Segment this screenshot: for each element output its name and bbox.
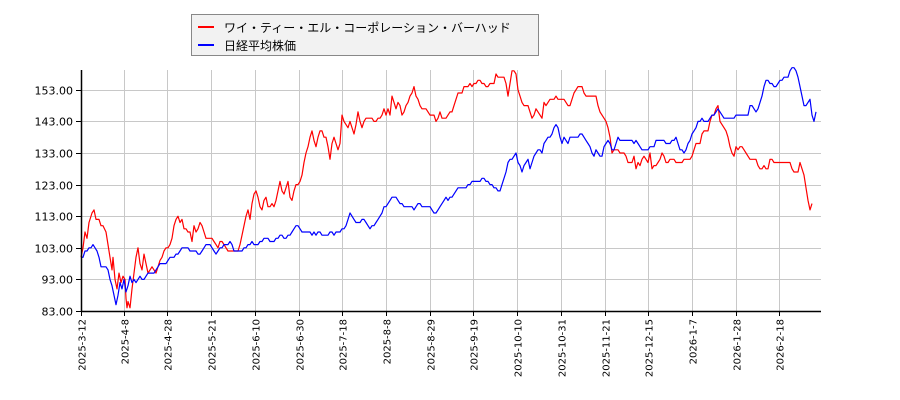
y-tick-label: 113.00	[35, 211, 74, 224]
x-axis-ticks: 2025-3-12 2025-4-8 2025-4-28 2025-5-21 2025-…	[78, 311, 787, 377]
x-tick-label: 2026-1-7	[689, 319, 700, 364]
y-axis-ticks: 83.00 93.00 103.00 113.00 123.00 133.00 143.00…	[35, 85, 81, 319]
x-tick-label: 2025-5-21	[208, 319, 219, 371]
x-tick-label: 2025-10-10	[514, 319, 525, 377]
x-tick-label: 2025-11-21	[602, 319, 613, 377]
axes	[80, 70, 821, 313]
y-tick-label: 103.00	[35, 243, 74, 256]
x-tick-label: 2025-4-28	[164, 319, 175, 371]
legend-label-nikkei: 日経平均株価	[224, 38, 297, 53]
legend-swatch-red-line-icon	[198, 26, 214, 28]
chart-legend: ワイ・ティー・エル・コーポレーション・バーハッド 日経平均株価	[191, 14, 539, 56]
data-series	[80, 67, 817, 309]
gridlines	[81, 70, 821, 311]
x-tick-label: 2025-4-8	[121, 319, 132, 364]
x-tick-label: 2026-1-28	[733, 319, 744, 371]
x-tick-label: 2025-12-15	[645, 319, 656, 377]
y-tick-label: 93.00	[42, 274, 74, 287]
legend-item-ytl: ワイ・ティー・エル・コーポレーション・バーハッド	[198, 18, 511, 36]
y-tick-label: 133.00	[35, 148, 74, 161]
y-tick-label: 153.00	[35, 85, 74, 98]
x-tick-label: 2026-2-18	[776, 319, 787, 371]
legend-swatch-blue-line-icon	[198, 44, 214, 46]
series-line-nikkei	[81, 67, 817, 306]
y-tick-label: 83.00	[42, 306, 74, 319]
legend-label-ytl: ワイ・ティー・エル・コーポレーション・バーハッド	[224, 20, 511, 35]
x-tick-label: 2025-9-19	[470, 319, 481, 371]
x-tick-label: 2025-3-12	[78, 319, 89, 371]
series-line-ytl	[80, 70, 813, 309]
x-tick-label: 2025-10-31	[558, 319, 569, 377]
y-tick-label: 143.00	[35, 116, 74, 129]
legend-item-nikkei: 日経平均株価	[198, 36, 296, 54]
y-tick-label: 123.00	[35, 180, 74, 193]
x-tick-label: 2025-8-8	[383, 319, 394, 364]
x-tick-label: 2025-8-29	[427, 319, 438, 371]
x-tick-label: 2025-6-10	[252, 319, 263, 371]
x-tick-label: 2025-7-18	[339, 319, 350, 371]
x-tick-label: 2025-6-30	[296, 319, 307, 371]
